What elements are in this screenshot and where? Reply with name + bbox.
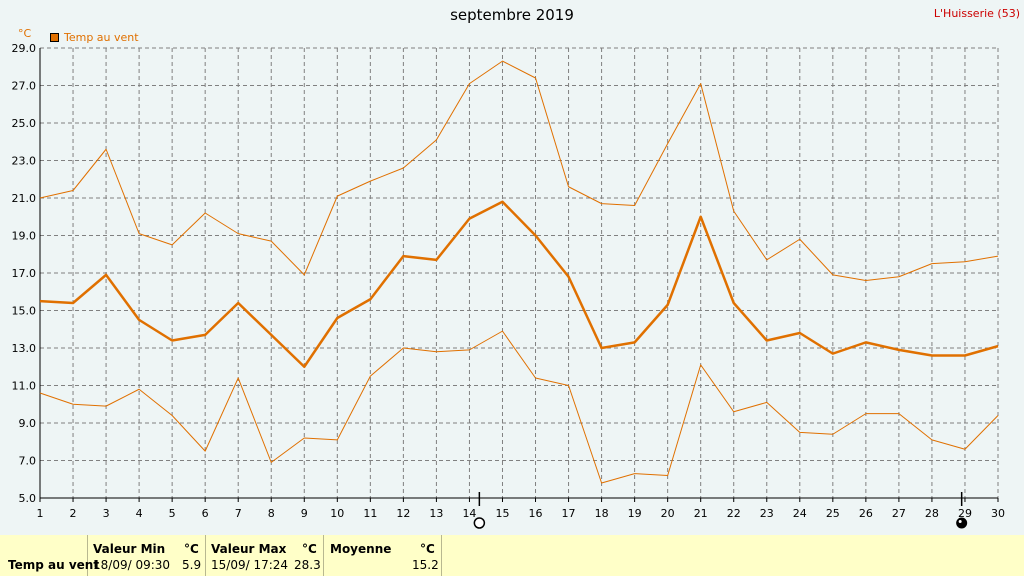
y-tick-label: 21.0 [12,192,37,205]
series-line-mean [39,200,999,368]
x-tick-label: 28 [925,507,939,520]
avg-stat-cell: Moyenne °C 15.2 [324,535,442,576]
new-moon-icon [956,517,968,529]
x-tick-label: 19 [628,507,642,520]
avg-unit: °C [420,542,435,556]
legend-label: Temp au vent [64,31,139,44]
y-axis-unit: °C [18,27,32,40]
avg-value: 15.2 [412,558,439,572]
x-tick-label: 16 [529,507,543,520]
y-tick-label: 13.0 [12,342,37,355]
x-tick-label: 20 [661,507,675,520]
x-tick-label: 29 [958,507,972,520]
y-tick-label: 27.0 [12,80,37,93]
x-tick-label: 23 [760,507,774,520]
y-tick-label: 25.0 [12,117,37,130]
min-label: Valeur Min [93,542,166,556]
avg-label: Moyenne [330,542,392,556]
x-tick-label: 14 [462,507,476,520]
x-tick-label: 7 [235,507,242,520]
x-tick-label: 9 [301,507,308,520]
y-tick-label: 11.0 [12,380,37,393]
full-moon-icon [473,517,486,529]
max-value: 28.3 [294,558,321,572]
footer-empty-cell [442,535,1024,576]
footer-row-label-cell: Temp au vent [0,535,99,576]
x-tick-label: 24 [793,507,807,520]
max-stat-cell: Valeur Max °C 15/09/ 17:24 28.3 [206,535,324,576]
x-tick-label: 6 [202,507,209,520]
y-tick-label: 17.0 [12,267,37,280]
stats-footer: Temp au vent Valeur Min °C 18/09/ 09:30 … [0,535,1024,576]
x-tick-label: 11 [363,507,377,520]
x-tick-label: 26 [859,507,873,520]
y-tick-label: 9.0 [19,417,37,430]
x-tick-label: 5 [169,507,176,520]
x-tick-label: 21 [694,507,708,520]
max-unit: °C [302,542,317,556]
y-tick-label: 19.0 [12,230,37,243]
max-date: 15/09/ 17:24 [211,558,289,572]
chart-title: septembre 2019 [450,6,574,24]
legend-swatch [50,33,59,42]
x-tick-label: 1 [37,507,44,520]
y-tick-label: 7.0 [19,455,37,468]
series-line-min [39,330,999,484]
x-tick-label: 2 [70,507,77,520]
min-unit: °C [184,542,199,556]
x-tick-label: 30 [991,507,1005,520]
footer-row-label: Temp au vent [8,558,100,572]
x-tick-label: 13 [429,507,443,520]
x-tick-label: 25 [826,507,840,520]
x-tick-label: 22 [727,507,741,520]
line-chart: 5.0 7.0 9.0 11.0 13.0 15.0 17.0 19.0 21.0 23.0 25.… [12,42,1005,529]
series-line-max [39,60,999,281]
x-tick-label: 8 [268,507,275,520]
x-tick-label: 12 [396,507,410,520]
max-label: Valeur Max [211,542,287,556]
y-tick-label: 23.0 [12,155,37,168]
x-tick-label: 17 [562,507,576,520]
min-date: 18/09/ 09:30 [93,558,171,572]
y-tick-label: 15.0 [12,305,37,318]
x-tick-label: 15 [495,507,509,520]
moon-highlight [958,520,962,523]
min-value: 5.9 [182,558,202,572]
x-tick-label: 18 [595,507,609,520]
y-tick-label: 29.0 [12,42,37,55]
y-tick-label: 5.0 [19,492,37,505]
legend: Temp au vent [50,31,139,44]
x-tick-label: 3 [103,507,110,520]
x-tick-label: 10 [330,507,344,520]
x-tick-label: 4 [136,507,143,520]
min-stat-cell: Valeur Min °C 18/09/ 09:30 5.9 [88,535,206,576]
location-label: L'Huisserie (53) [933,7,1020,20]
x-tick-label: 27 [892,507,906,520]
